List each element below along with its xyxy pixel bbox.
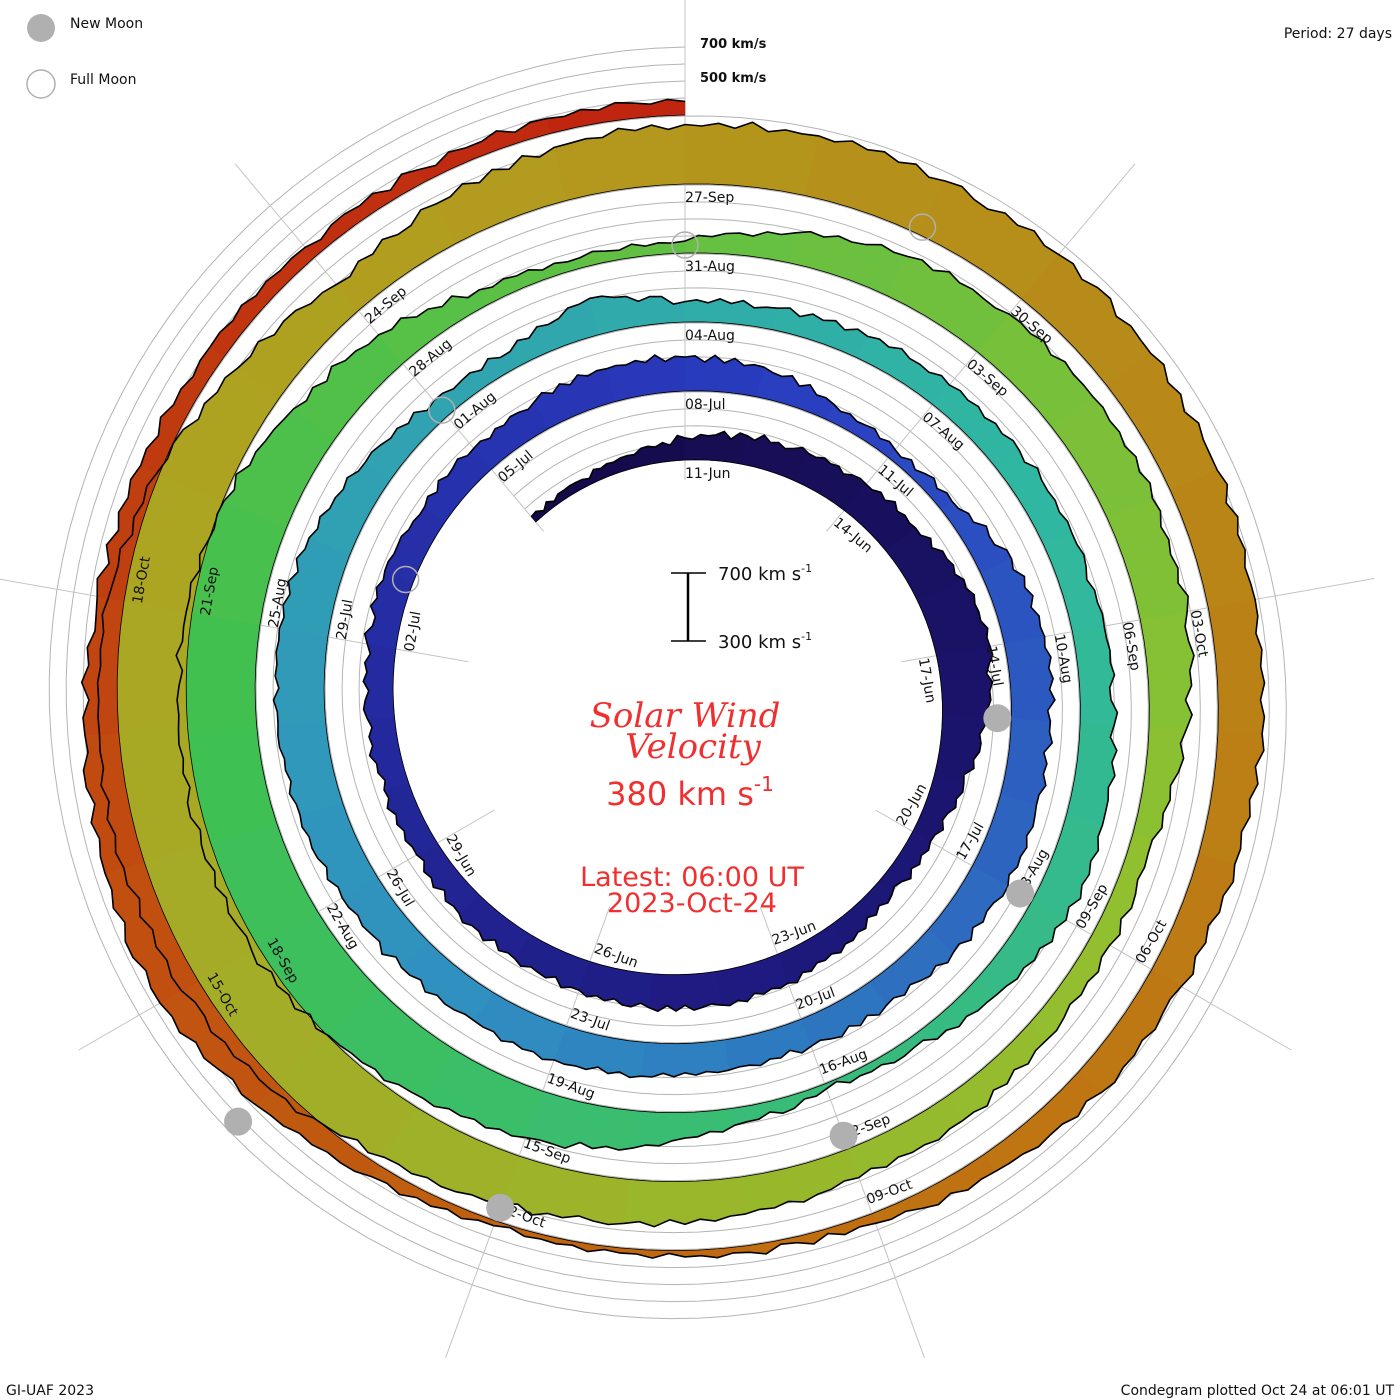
speed-bar	[978, 900, 1067, 995]
date-label: 17-Jun	[915, 657, 939, 705]
speed-bar	[366, 716, 409, 791]
grid-label-500: 500 km/s	[700, 71, 767, 86]
date-label: 08-Jul	[685, 397, 726, 413]
speed-bars	[81, 99, 1265, 1259]
date-label: 29-Jul	[334, 598, 357, 641]
speed-bar	[825, 403, 896, 458]
speed-bar	[869, 929, 954, 1007]
footer-credit: GI-UAF 2023	[6, 1383, 94, 1399]
speed-bar	[341, 877, 430, 968]
speed-bar	[1170, 470, 1256, 609]
speed-bar	[831, 881, 893, 945]
period-label: Period: 27 days	[1284, 26, 1392, 42]
latest-date: 2023-Oct-24	[607, 888, 777, 919]
speed-bar	[945, 1023, 1047, 1122]
date-label: 02-Jul	[402, 610, 425, 653]
speed-bar	[575, 455, 631, 491]
new-moon-legend-label: New Moon	[70, 16, 143, 32]
scale-bar	[671, 572, 706, 642]
speed-bar	[1078, 969, 1182, 1093]
date-label: 14-Jul	[983, 645, 1006, 688]
scale-top-label: 700 km s-1	[718, 562, 812, 585]
speed-bar	[623, 1176, 746, 1228]
speed-bar	[273, 628, 329, 725]
speed-bar	[716, 953, 789, 1006]
latest-time: Latest: 06:00 UT	[580, 862, 804, 893]
speed-bar	[995, 450, 1073, 546]
chart-title-line2: Velocity	[625, 727, 761, 767]
date-label: 06-Sep	[1119, 621, 1143, 672]
speed-bar	[553, 124, 686, 201]
speed-bar	[684, 431, 748, 465]
speed-bar	[383, 782, 438, 856]
speed-bar	[1106, 498, 1189, 621]
speed-bar	[877, 831, 931, 896]
date-label: 04-Aug	[685, 328, 735, 344]
speed-bar	[478, 257, 583, 306]
full-moon-legend-icon	[26, 69, 56, 99]
new-moon-marker	[983, 704, 1012, 733]
speed-bar	[724, 1018, 812, 1071]
speed-bar	[848, 1096, 963, 1179]
speed-bar	[936, 645, 994, 718]
speed-outline-path	[80, 98, 1266, 1259]
moon-markers	[224, 213, 1035, 1222]
grid-label-700: 700 km/s	[700, 37, 767, 52]
speed-bar	[980, 558, 1046, 645]
baseline-path	[116, 114, 1219, 1252]
speed-bar	[748, 1213, 876, 1255]
new-moon-marker	[829, 1121, 858, 1150]
speed-bar	[509, 297, 599, 368]
speed-bar	[684, 231, 797, 263]
new-moon-legend-icon	[27, 14, 55, 42]
speed-bar	[756, 366, 834, 420]
speed-outline	[80, 98, 1266, 1259]
speed-bar	[458, 894, 532, 960]
speed-bar	[907, 976, 998, 1049]
speed-bar	[856, 336, 950, 406]
full-moon-marker	[671, 231, 699, 259]
speed-bar	[740, 1148, 860, 1215]
speed-bar	[640, 1039, 729, 1078]
date-label: 31-Aug	[685, 259, 735, 275]
full-moon-marker	[908, 213, 937, 241]
full-moon-marker	[391, 565, 420, 594]
speed-bar	[940, 500, 1013, 573]
date-label: 11-Jun	[685, 466, 731, 482]
speed-bar	[299, 802, 379, 899]
footer-plotted: Condegram plotted Oct 24 at 06:01 UT	[1121, 1383, 1395, 1399]
chart-title-line1: Solar Wind	[590, 696, 781, 736]
date-label: 27-Sep	[685, 190, 734, 206]
speed-bar	[632, 1108, 736, 1149]
current-speed: 380 km s-1	[606, 772, 774, 813]
new-moon-marker	[224, 1107, 253, 1136]
speed-bar	[362, 643, 397, 719]
speed-bar	[1000, 718, 1053, 806]
speed-bar	[514, 934, 591, 991]
radial-spoke	[875, 809, 1292, 1051]
speed-bar	[1043, 532, 1105, 633]
speed-bar	[1004, 636, 1056, 722]
new-moon-marker	[1006, 879, 1035, 908]
new-moon-marker	[486, 1193, 515, 1222]
scale-bottom-label: 300 km s-1	[718, 630, 812, 653]
speed-bar	[1028, 934, 1111, 1042]
full-moon-marker	[428, 396, 456, 424]
date-label: 10-Aug	[1051, 633, 1075, 685]
full-moon-legend-label: Full Moon	[70, 72, 136, 88]
speed-bar	[530, 482, 580, 523]
